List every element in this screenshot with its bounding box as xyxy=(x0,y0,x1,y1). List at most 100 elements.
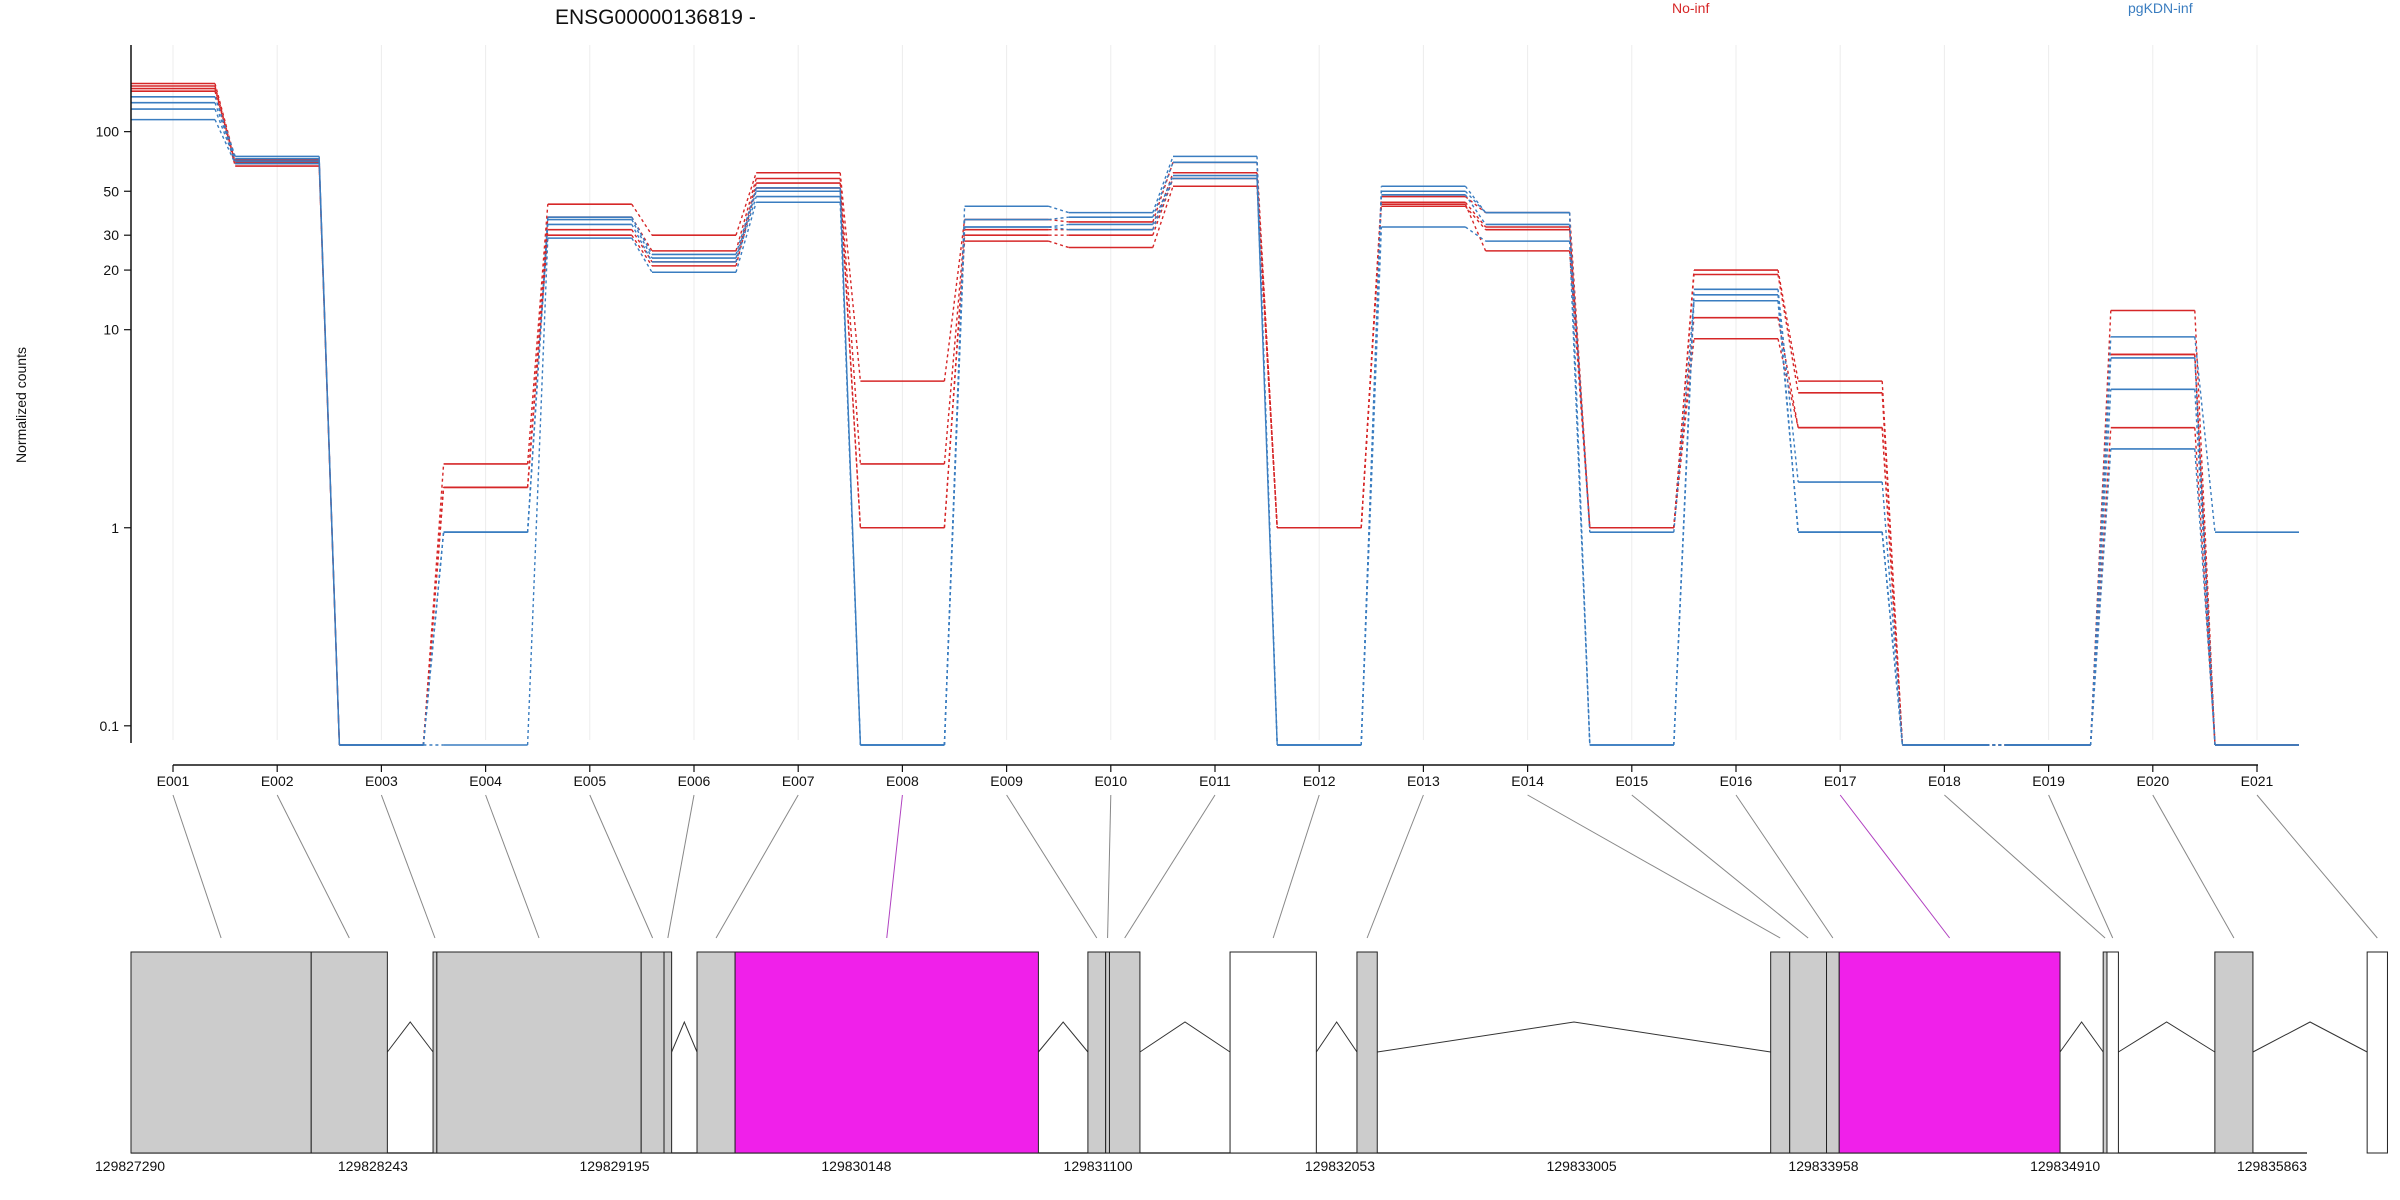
axes xyxy=(130,45,2258,766)
series-connector xyxy=(318,163,341,746)
series-connector xyxy=(839,178,862,464)
series-connector xyxy=(2089,448,2112,746)
series-connector xyxy=(1360,204,1383,528)
exon-box-e006 xyxy=(663,951,673,1154)
coordinate-label: 129834910 xyxy=(2030,1158,2100,1174)
series-connector xyxy=(422,487,445,746)
series-connector xyxy=(2194,448,2216,746)
connector-e011 xyxy=(1124,794,1216,939)
exon-box-e013 xyxy=(1356,951,1378,1154)
chart-title: ENSG00000136819 - xyxy=(555,6,756,29)
series-connector xyxy=(1152,175,1174,225)
coordinate-label: 129829195 xyxy=(579,1158,649,1174)
series-connector xyxy=(1048,218,1069,223)
x-tick-label-e008: E008 xyxy=(886,773,919,789)
series-connector xyxy=(1568,226,1591,528)
series-connector xyxy=(214,102,236,159)
series-connector xyxy=(2194,336,2216,533)
x-tick-label-e015: E015 xyxy=(1615,773,1648,789)
series-connector xyxy=(1048,226,1069,231)
coordinate-label: 129830148 xyxy=(821,1158,891,1174)
series-connector xyxy=(1152,186,1174,248)
exon-box-e009 xyxy=(1087,951,1107,1154)
series-connector xyxy=(1256,162,1278,746)
series-connector xyxy=(422,532,445,746)
connector-e016 xyxy=(1735,794,1834,939)
series-connector xyxy=(839,172,862,382)
series-connector xyxy=(943,229,966,464)
exon-box-e017 xyxy=(1838,951,2061,1154)
series-connector xyxy=(631,216,653,255)
series-connector xyxy=(318,161,341,746)
series-connector xyxy=(526,235,549,488)
connector-e015 xyxy=(1631,794,1809,939)
x-tick-label-e005: E005 xyxy=(573,773,606,789)
x-tick-label-e010: E010 xyxy=(1094,773,1127,789)
series-connector xyxy=(214,119,236,164)
series-connector xyxy=(1256,178,1278,746)
exon-box-e018 xyxy=(2102,951,2108,1154)
connector-e021 xyxy=(2256,794,2378,939)
series-connector xyxy=(214,85,236,163)
x-tick-label-e007: E007 xyxy=(782,773,815,789)
coordinate-label: 129831100 xyxy=(1064,1158,1133,1174)
y-tick-label: 30 xyxy=(103,227,119,243)
connector-e009 xyxy=(1006,794,1098,939)
connector-e017 xyxy=(1839,794,1951,939)
y-axis-label: Normalized counts xyxy=(13,347,29,463)
exon-box-e015 xyxy=(1789,951,1828,1154)
series-connector xyxy=(214,91,236,167)
series-connector xyxy=(1256,178,1278,528)
intron-line xyxy=(2252,1021,2368,1053)
series-connector xyxy=(2089,357,2112,746)
exon-box-e004 xyxy=(436,951,642,1154)
coordinate-label: 129833958 xyxy=(1788,1158,1858,1174)
series-connector xyxy=(2089,427,2112,746)
series-connector xyxy=(422,463,445,746)
connector-e002 xyxy=(276,794,350,939)
x-tick-label-e004: E004 xyxy=(469,773,502,789)
x-tick-label-e018: E018 xyxy=(1928,773,1961,789)
series-layer xyxy=(131,82,2299,746)
series-connector xyxy=(735,196,757,263)
series-connector xyxy=(214,83,236,161)
series-connector xyxy=(1048,216,1069,221)
series-connector xyxy=(631,224,653,263)
series-connector xyxy=(1152,156,1174,213)
connector-e001 xyxy=(172,794,222,939)
series-connector xyxy=(1881,392,1904,746)
series-connector xyxy=(1464,205,1487,231)
x-tick-label-e001: E001 xyxy=(157,773,190,789)
series-connector xyxy=(1673,300,1695,533)
series-connector xyxy=(1464,203,1487,252)
series-connector xyxy=(943,226,966,746)
series-connector xyxy=(1568,241,1591,746)
intron-line xyxy=(671,1020,698,1053)
series-connector xyxy=(1568,212,1591,746)
series-connector xyxy=(631,234,653,267)
legend-entry-pgkdn-inf: pgKDN-inf xyxy=(2128,0,2193,16)
x-tick-label-e021: E021 xyxy=(2241,773,2274,789)
series-connector xyxy=(1777,269,1799,382)
x-tick-label-e016: E016 xyxy=(1720,773,1753,789)
exon-box-e010 xyxy=(1105,951,1110,1154)
gene-model xyxy=(130,951,2388,1154)
y-tick-label: 10 xyxy=(103,322,119,338)
series-connector xyxy=(631,237,653,273)
coordinate-label: 129833005 xyxy=(1547,1158,1617,1174)
series-connector xyxy=(2194,427,2216,746)
exon-box-e003 xyxy=(432,951,438,1154)
vertical-gridlines xyxy=(172,45,2258,740)
series-connector xyxy=(1152,178,1174,236)
series-connector xyxy=(735,178,757,252)
series-connector xyxy=(1464,190,1487,214)
series-connector xyxy=(1048,223,1069,228)
series-connector xyxy=(1777,300,1799,533)
series-connector xyxy=(839,187,862,528)
x-tick-label-e009: E009 xyxy=(990,773,1023,789)
series-connector xyxy=(1777,317,1799,428)
x-tick-label-e011: E011 xyxy=(1199,773,1231,789)
coordinate-label: 129827290 xyxy=(95,1158,165,1174)
exon-box-e016 xyxy=(1826,951,1840,1154)
